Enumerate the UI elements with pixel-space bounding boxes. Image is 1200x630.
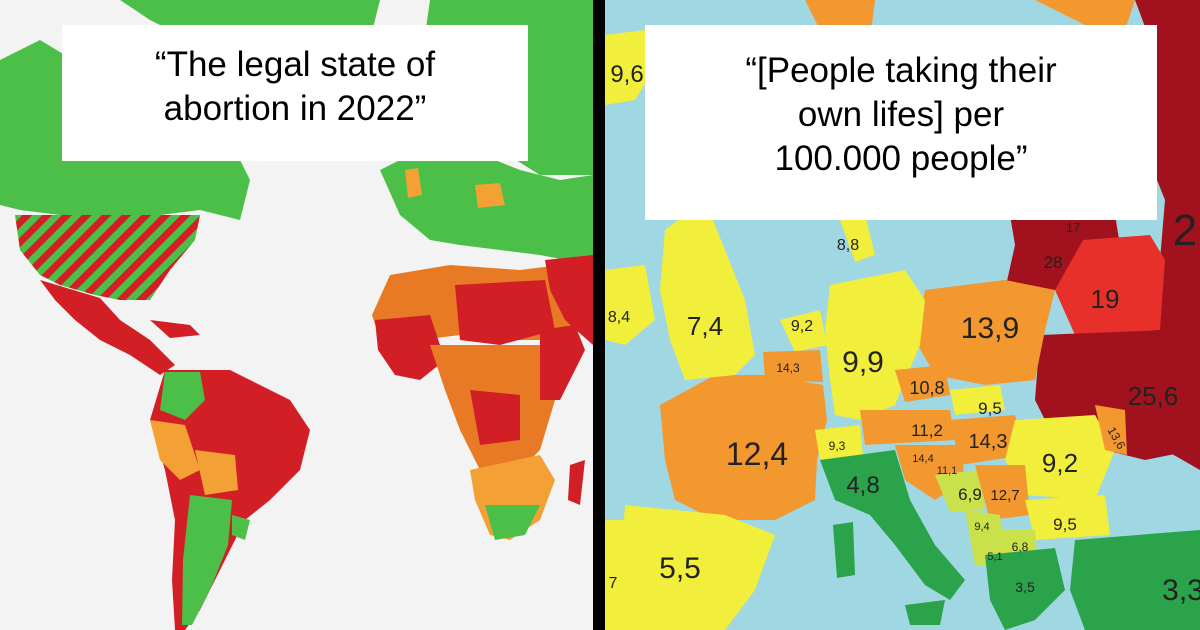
europe-suicide-map: 19 28 17 2 25,6 13,9 9,9 12,4 7,4 8,4 9,… (605, 0, 1200, 630)
spain-shape (620, 505, 775, 630)
label-ireland: 8,4 (608, 309, 630, 326)
label-greece: 3,5 (1015, 579, 1035, 595)
bolivia (195, 450, 238, 495)
label-belarus: 19 (1091, 284, 1120, 314)
czechia-shape (895, 365, 950, 402)
region-labels: 19 28 17 2 25,6 13,9 9,9 12,4 7,4 8,4 9,… (608, 61, 1200, 607)
montenegro-albania-shape (965, 510, 1005, 565)
label-spain: 5,5 (659, 552, 701, 585)
left-caption: “The legal state of abortion in 2022” (62, 25, 528, 161)
label-russia: 2 (1173, 206, 1197, 255)
slovakia-shape (950, 385, 1005, 415)
serbia-shape (975, 465, 1030, 520)
label-croatia: 11,1 (937, 465, 958, 477)
label-turkey: 3,3 (1162, 574, 1200, 607)
label-switzerland: 9,3 (829, 439, 846, 453)
mexico (40, 280, 175, 375)
label-iceland: 9,6 (610, 61, 643, 88)
bosnia-shape (935, 470, 985, 512)
congo (470, 390, 520, 445)
label-france: 12,4 (726, 436, 788, 472)
africa-sahel (455, 280, 555, 345)
netherlands-shape (780, 310, 827, 352)
label-uk: 7,4 (687, 311, 723, 341)
label-lithuania: 28 (1044, 253, 1063, 272)
peru (150, 420, 200, 480)
label-north-macedonia: 6,8 (1012, 540, 1029, 554)
uruguay (232, 515, 250, 540)
colombia (160, 372, 205, 420)
south-africa (485, 505, 540, 540)
africa-west (375, 315, 445, 380)
sardinia-shape (833, 522, 855, 578)
left-caption-line-2: abortion in 2022” (163, 89, 427, 128)
greece-shape (985, 548, 1065, 630)
label-bosnia: 6,9 (958, 485, 982, 504)
ireland-shape (605, 265, 655, 345)
latvia-shape (1010, 215, 1120, 245)
europe (380, 150, 593, 265)
label-poland: 13,9 (961, 312, 1019, 345)
portugal-shape (605, 520, 627, 630)
right-caption-line-1: “[People taking their (745, 51, 1057, 90)
label-austria: 11,2 (911, 421, 943, 440)
right-caption-line-3: 100.000 people” (774, 139, 1028, 178)
label-latvia: 17 (1066, 220, 1080, 235)
turkey-shape (1070, 530, 1200, 630)
finland-shape (1035, 0, 1135, 30)
label-romania: 9,2 (1042, 448, 1078, 478)
right-caption: “[People taking their own lifes] per 100… (645, 25, 1157, 220)
bulgaria-shape (1025, 495, 1110, 540)
denmark-shape (840, 215, 875, 262)
label-belgium: 14,3 (776, 361, 800, 375)
austria-shape (860, 410, 955, 445)
label-portugal: 7 (609, 575, 618, 592)
label-bulgaria: 9,5 (1053, 515, 1077, 534)
panel-divider (593, 0, 605, 630)
italy-shape (820, 450, 965, 600)
world-abortion-map: “The legal state of abortion in 2022” (0, 0, 593, 630)
romania-shape (1005, 415, 1115, 500)
label-germany: 9,9 (842, 346, 884, 379)
label-slovenia: 14,4 (912, 453, 933, 465)
caribbean (150, 320, 200, 338)
belgium-shape (763, 350, 823, 382)
label-denmark: 8,8 (837, 237, 859, 254)
right-caption-line-2: own lifes] per (797, 95, 1005, 134)
madagascar (568, 460, 585, 505)
usa (15, 215, 200, 300)
label-albania: 5,1 (987, 551, 1002, 563)
uk-shape (660, 200, 755, 380)
moldova-shape (1095, 405, 1127, 455)
belarus-shape (1055, 235, 1165, 335)
uk (405, 168, 422, 198)
label-serbia: 12,7 (990, 487, 1019, 504)
switzerland-shape (815, 425, 863, 460)
poland-shape (915, 280, 1055, 385)
macedonia-shape (1000, 530, 1037, 556)
france-shape (660, 375, 827, 520)
label-ukraine: 25,6 (1128, 381, 1179, 411)
label-hungary: 14,3 (969, 431, 1008, 453)
left-caption-line-1: “The legal state of (154, 45, 436, 84)
label-italy: 4,8 (846, 472, 879, 499)
label-slovakia: 9,5 (978, 399, 1002, 418)
middle-east (545, 255, 593, 345)
label-netherlands: 9,2 (791, 318, 813, 335)
argentina-chile (182, 495, 232, 625)
horn-of-africa (540, 325, 585, 400)
sicily-shape (905, 600, 945, 625)
hungary-shape (950, 415, 1025, 465)
label-montenegro: 9,4 (974, 521, 989, 533)
label-czechia: 10,8 (909, 378, 944, 398)
poland (475, 183, 505, 208)
